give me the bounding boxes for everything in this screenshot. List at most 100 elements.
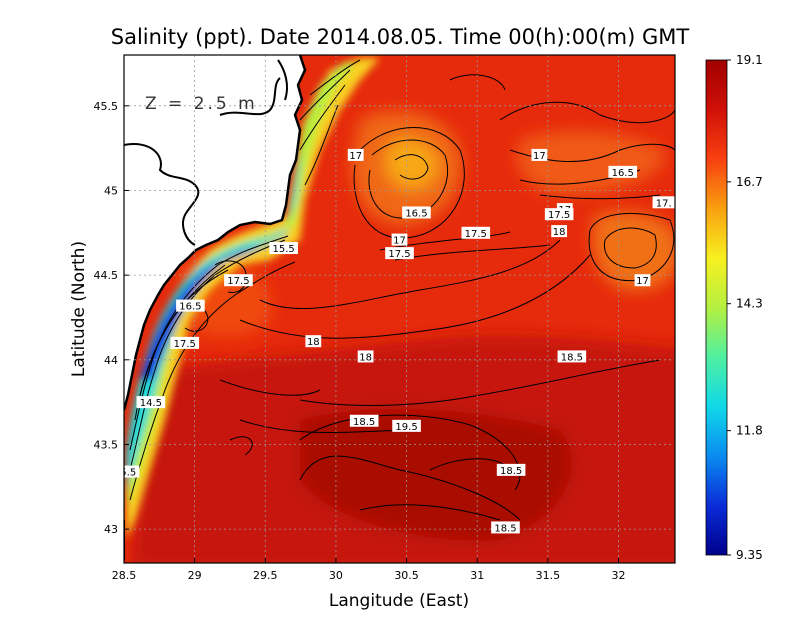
contour-label-box [608, 165, 638, 178]
contour-label-box [349, 414, 379, 427]
x-tick-label: 30 [329, 569, 343, 582]
y-tick-label: 43.5 [94, 438, 119, 451]
contour-label-box [305, 335, 322, 348]
y-axis-label: Latitude (North) [69, 241, 89, 377]
contour-label: 19.5 [392, 419, 421, 433]
contour-label: 18 [551, 225, 568, 238]
contour-label-text: 14.5 [140, 398, 162, 409]
contour-label: 16.5 [402, 206, 431, 219]
contour-label-box [224, 274, 253, 287]
contour-label-text: 18 [553, 227, 566, 238]
y-axis: 43 43.5 44 44.5 45 45.5 [94, 100, 129, 536]
contour-label: 16.5 [608, 165, 638, 179]
contour-label-box [124, 465, 140, 478]
colorbar-label: 16.7 [736, 175, 763, 189]
land-mass [124, 55, 305, 410]
field-coastal-plume-min [140, 240, 280, 380]
x-axis: 28.5 29 29.5 30 30.5 31 31.5 32 [112, 558, 625, 582]
contour-label-text: 18.5 [494, 523, 516, 534]
contour-label-box [176, 299, 205, 312]
contour-label-box [557, 350, 587, 363]
contour-label-text: 18.5 [353, 417, 375, 428]
contour-label-box [491, 521, 520, 534]
contour-label: 18.5 [349, 414, 379, 428]
coastline [124, 55, 307, 411]
contour-label-text: 15.5 [273, 244, 295, 255]
contour-label: 17. [652, 196, 675, 209]
x-tick-label: 29.5 [253, 569, 278, 582]
colorbar-ramp [705, 59, 728, 556]
contour-label: 14.5 [136, 396, 166, 409]
depth-annotation: Z = 2.5 m [145, 94, 258, 114]
contour-label-text: 18 [359, 352, 372, 363]
colorbar-label: 19.1 [736, 53, 763, 67]
field-gyre-north-core [385, 139, 439, 189]
colorbar-label: 14.3 [736, 297, 763, 311]
lagoon [277, 59, 288, 101]
x-tick-label: 29 [188, 569, 202, 582]
contour-label-box [531, 148, 548, 161]
contour-label: 17.5 [170, 336, 200, 350]
contour-label-text: 17. [656, 198, 672, 209]
contour-label: 17 [531, 148, 548, 162]
contour-label-text: 17.5 [174, 339, 196, 350]
contour-label-box [357, 350, 374, 363]
contour-label-box [544, 208, 574, 221]
contour-label-text: 5.5 [120, 468, 136, 479]
contour-label-text: 16.5 [612, 168, 634, 179]
contour-label: 18.5 [491, 521, 520, 534]
x-tick-label: 28.5 [112, 569, 137, 582]
contour-label-text: 17.5 [465, 229, 487, 240]
x-axis-label: Langitude (East) [329, 591, 469, 611]
plot-frame [123, 54, 676, 564]
y-tick-label: 44 [104, 354, 118, 367]
y-tick-label: 45.5 [94, 100, 119, 113]
colorbar-label: 11.8 [736, 424, 763, 438]
contour-label-box [385, 247, 414, 260]
x-tick-label: 31.5 [536, 569, 561, 582]
contour-lines [129, 59, 675, 521]
contour-label: 18 [357, 350, 374, 363]
contour-label-box [136, 396, 166, 409]
contour-label: 17.5 [385, 247, 414, 260]
contour-label-text: 17.5 [227, 276, 249, 287]
y-tick-label: 45 [104, 184, 118, 197]
contour-label-box [170, 336, 200, 349]
contour-label: 18.5 [557, 350, 587, 363]
y-tick-label: 44.5 [94, 269, 119, 282]
contour-label-text: 18 [307, 337, 320, 348]
contour-label: 17.5 [224, 274, 253, 287]
colorbar: 19.1 16.7 14.3 11.8 9.35 [705, 53, 763, 562]
colorbar-label: 9.35 [736, 548, 763, 562]
contour-label-text: 17 [393, 236, 406, 247]
contour-label-box [652, 196, 675, 209]
contour-label: 5.5 [120, 465, 140, 479]
chart-title: Salinity (ppt). Date 2014.08.05. Time 00… [111, 25, 690, 49]
gridlines [124, 55, 675, 563]
contour-label-text: 16.5 [179, 302, 201, 313]
x-tick-label: 31 [470, 569, 484, 582]
contour-label-text: 17.5 [388, 249, 410, 260]
contour-label: 15.5 [269, 242, 298, 255]
contour-label-box [347, 148, 364, 161]
contour-label: 18 [305, 335, 322, 348]
contour-label: 17 [391, 233, 408, 247]
contour-label: 18.5 [496, 463, 526, 477]
contour-label-text: 17 [636, 276, 649, 287]
contour-label-text: 17.5 [548, 210, 570, 221]
contour-label-box [461, 226, 491, 239]
contour-label: 17.5 [544, 208, 574, 221]
contour-label-text: 16.5 [405, 208, 427, 219]
field-coastal-plume-low [126, 150, 302, 490]
contour-label-box [402, 206, 431, 219]
contour-label-group: 1716.51717.517.51716.51717.51817.1715.51… [120, 148, 675, 534]
field-gyre-east [591, 211, 675, 291]
contour-label: 17 [634, 274, 651, 287]
contour-label-text: 18.5 [561, 352, 583, 363]
contour-label-text: 17 [533, 151, 546, 162]
x-tick-label: 30.5 [394, 569, 419, 582]
contour-label-box [634, 274, 651, 287]
contour-label-text: 18.5 [500, 466, 522, 477]
contour-label: 16.5 [176, 299, 205, 313]
